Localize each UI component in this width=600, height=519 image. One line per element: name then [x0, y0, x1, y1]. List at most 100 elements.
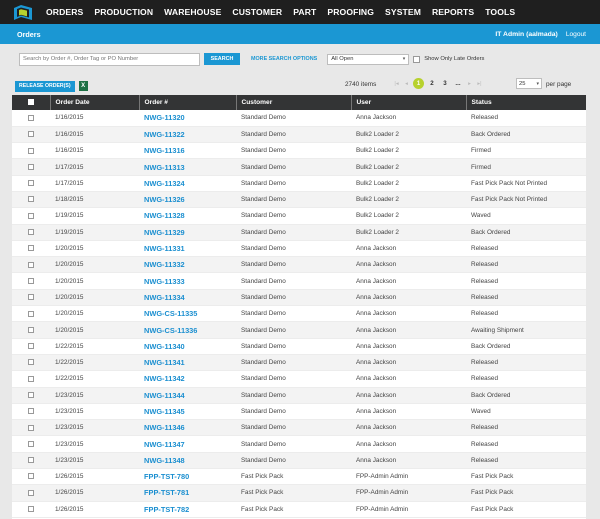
- row-checkbox[interactable]: [28, 277, 34, 284]
- order-number-link[interactable]: FPP-TST-781: [139, 484, 236, 502]
- per-page-select[interactable]: 25 ▾: [516, 78, 542, 89]
- row-checkbox[interactable]: [28, 196, 34, 203]
- page-more[interactable]: ...: [455, 80, 461, 87]
- more-search-options-link[interactable]: MORE SEARCH OPTIONS: [251, 56, 318, 62]
- row-checkbox[interactable]: [28, 359, 34, 366]
- next-page-icon[interactable]: ▸: [468, 80, 471, 87]
- page-2[interactable]: 2: [430, 80, 434, 87]
- nav-customer[interactable]: CUSTOMER: [232, 7, 283, 17]
- order-number-link[interactable]: NWG-CS-11336: [139, 321, 236, 339]
- late-orders-checkbox[interactable]: [413, 55, 421, 63]
- row-checkbox[interactable]: [28, 163, 34, 170]
- table-row[interactable]: 1/20/2015 NWG-11334 Standard Demo Anna Jack…: [12, 289, 586, 307]
- search-button[interactable]: SEARCH: [204, 53, 240, 65]
- order-number-link[interactable]: NWG-11324: [139, 175, 236, 192]
- row-checkbox[interactable]: [28, 440, 34, 447]
- order-number-link[interactable]: NWG-11347: [139, 435, 236, 453]
- status-filter-select[interactable]: All Open ▾: [327, 53, 410, 65]
- order-number-link[interactable]: NWG-11320: [139, 110, 236, 127]
- row-checkbox[interactable]: [28, 392, 34, 398]
- table-row[interactable]: 1/16/2015 NWG-11320 Standard Demo Anna Jack…: [12, 110, 586, 127]
- table-row[interactable]: 1/26/2015 FPP-TST-782 Fast Pick Pack FPP-Ad…: [12, 501, 586, 518]
- row-checkbox[interactable]: [28, 212, 34, 219]
- row-checkbox[interactable]: [28, 180, 34, 187]
- nav-part[interactable]: PART: [293, 7, 317, 17]
- table-row[interactable]: 1/17/2015 NWG-11324 Standard Demo Bulk2 Loa…: [12, 175, 586, 192]
- order-number-link[interactable]: NWG-11333: [139, 272, 236, 290]
- last-page-icon[interactable]: ▸|: [477, 80, 482, 87]
- order-number-link[interactable]: NWG-11348: [139, 452, 236, 470]
- column-header-customer[interactable]: Customer: [236, 95, 352, 110]
- table-row[interactable]: 1/22/2015 NWG-11340 Standard Demo Anna Jack…: [12, 338, 586, 355]
- table-row[interactable]: 1/18/2015 NWG-11326 Standard Demo Bulk2 Loa…: [12, 191, 586, 209]
- row-checkbox[interactable]: [28, 114, 34, 121]
- order-number-link[interactable]: NWG-11329: [139, 224, 236, 241]
- order-number-link[interactable]: NWG-11332: [139, 256, 236, 274]
- row-checkbox[interactable]: [28, 457, 34, 464]
- app-logo[interactable]: [12, 3, 36, 21]
- order-number-link[interactable]: NWG-CS-11335: [139, 305, 236, 323]
- table-row[interactable]: 1/23/2015 NWG-11345 Standard Demo Anna Jack…: [12, 403, 586, 421]
- nav-proofing[interactable]: PROOFING: [327, 7, 375, 17]
- nav-warehouse[interactable]: WAREHOUSE: [164, 7, 222, 17]
- order-number-link[interactable]: NWG-11313: [139, 158, 236, 176]
- table-row[interactable]: 1/26/2015 FPP-TST-780 Fast Pick Pack FPP-Ad…: [12, 468, 586, 486]
- column-header-status[interactable]: Status: [471, 99, 492, 106]
- row-checkbox[interactable]: [28, 310, 34, 317]
- excel-icon[interactable]: X: [78, 81, 88, 91]
- order-number-link[interactable]: NWG-11334: [139, 289, 236, 307]
- order-number-link[interactable]: NWG-11326: [139, 191, 236, 209]
- table-row[interactable]: 1/20/2015 NWG-11332 Standard Demo Anna Jack…: [12, 256, 586, 274]
- table-row[interactable]: 1/20/2015 NWG-11333 Standard Demo Anna Jack…: [12, 272, 586, 290]
- table-row[interactable]: 1/23/2015 NWG-11347 Standard Demo Anna Jack…: [12, 435, 586, 453]
- table-row[interactable]: 1/22/2015 NWG-11341 Standard Demo Anna Jack…: [12, 354, 586, 372]
- order-number-link[interactable]: NWG-11331: [139, 240, 236, 258]
- select-all-checkbox[interactable]: [27, 99, 34, 106]
- row-checkbox[interactable]: [28, 489, 34, 496]
- order-number-link[interactable]: NWG-11340: [139, 338, 236, 355]
- row-checkbox[interactable]: [28, 147, 34, 154]
- row-checkbox[interactable]: [28, 229, 34, 236]
- row-checkbox[interactable]: [28, 343, 34, 350]
- nav-tools[interactable]: TOOLS: [485, 7, 516, 17]
- prev-page-icon[interactable]: ◂: [405, 80, 408, 87]
- nav-production[interactable]: PRODUCTION: [94, 7, 154, 17]
- table-row[interactable]: 1/16/2015 NWG-11316 Standard Demo Bulk2 Loa…: [12, 142, 586, 160]
- column-header-order-date[interactable]: Order Date: [50, 95, 140, 110]
- row-checkbox[interactable]: [28, 261, 34, 268]
- row-checkbox[interactable]: [28, 326, 34, 333]
- column-header-order-number[interactable]: Order #: [139, 95, 237, 110]
- table-row[interactable]: 1/20/2015 NWG-CS-11336 Standard Demo Anna J…: [12, 321, 586, 339]
- table-row[interactable]: 1/22/2015 NWG-11342 Standard Demo Anna Jack…: [12, 370, 586, 388]
- search-input[interactable]: [19, 52, 200, 66]
- table-row[interactable]: 1/23/2015 NWG-11348 Standard Demo Anna Jack…: [12, 452, 586, 470]
- order-number-link[interactable]: NWG-11344: [139, 387, 236, 404]
- current-user[interactable]: IT Admin (aalmada): [495, 30, 558, 38]
- order-number-link[interactable]: NWG-11342: [139, 370, 236, 388]
- row-checkbox[interactable]: [28, 294, 34, 301]
- table-row[interactable]: 1/19/2015 NWG-11329 Standard Demo Bulk2 Loa…: [12, 224, 586, 241]
- table-row[interactable]: 1/20/2015 NWG-11331 Standard Demo Anna Jack…: [12, 240, 586, 258]
- order-number-link[interactable]: NWG-11328: [139, 207, 236, 225]
- order-number-link[interactable]: NWG-11316: [139, 142, 236, 160]
- order-number-link[interactable]: NWG-11322: [139, 126, 236, 144]
- logout-link[interactable]: Logout: [565, 30, 586, 38]
- page-3[interactable]: 3: [443, 80, 447, 87]
- row-checkbox[interactable]: [28, 408, 34, 415]
- first-page-icon[interactable]: |◂: [394, 80, 399, 87]
- table-row[interactable]: 1/19/2015 NWG-11328 Standard Demo Bulk2 Loa…: [12, 207, 586, 225]
- nav-orders[interactable]: ORDERS: [46, 7, 84, 17]
- table-row[interactable]: 1/23/2015 NWG-11344 Standard Demo Anna Jack…: [12, 387, 586, 404]
- column-header-user[interactable]: User: [351, 95, 467, 110]
- nav-reports[interactable]: REPORTS: [431, 7, 475, 17]
- row-checkbox[interactable]: [28, 506, 34, 513]
- table-row[interactable]: 1/26/2015 FPP-TST-781 Fast Pick Pack FPP-Ad…: [12, 484, 586, 502]
- table-row[interactable]: 1/23/2015 NWG-11346 Standard Demo Anna Jack…: [12, 419, 586, 437]
- table-row[interactable]: 1/20/2015 NWG-CS-11335 Standard Demo Anna J…: [12, 305, 586, 323]
- row-checkbox[interactable]: [28, 375, 34, 382]
- row-checkbox[interactable]: [28, 131, 34, 138]
- row-checkbox[interactable]: [28, 473, 34, 480]
- table-row[interactable]: 1/17/2015 NWG-11313 Standard Demo Bulk2 Loa…: [12, 158, 586, 176]
- release-orders-button[interactable]: RELEASE ORDER(S): [15, 80, 75, 92]
- table-row[interactable]: 1/16/2015 NWG-11322 Standard Demo Bulk2 Loa…: [12, 126, 586, 144]
